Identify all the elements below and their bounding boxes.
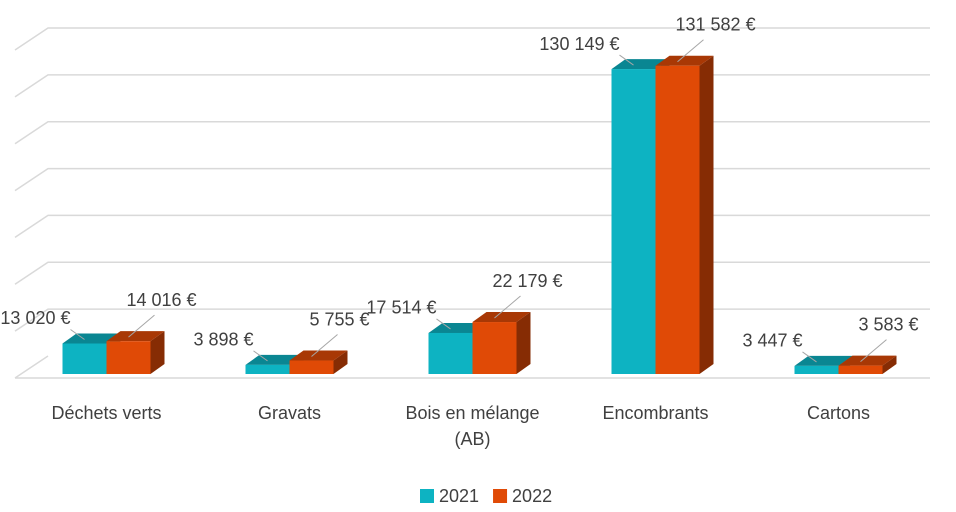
- bar-top: [289, 350, 348, 361]
- data-label: 17 514 €: [366, 298, 436, 318]
- grid-line: [14, 120, 930, 145]
- data-label: 5 755 €: [310, 309, 370, 329]
- data-label: 3 447 €: [742, 331, 802, 351]
- bar: [611, 69, 656, 375]
- leader-line: [311, 334, 338, 357]
- x-tick-label: Déchets verts: [51, 403, 162, 423]
- bar-top: [62, 333, 121, 344]
- legend-swatch: [493, 489, 508, 503]
- floor-line: [14, 355, 930, 379]
- bar-side: [516, 312, 531, 374]
- data-label: 13 020 €: [0, 308, 70, 328]
- leader-line: [860, 339, 887, 362]
- bar: [472, 322, 517, 374]
- bar-top: [472, 312, 531, 323]
- leader-line: [253, 350, 268, 362]
- grid-line: [14, 167, 930, 192]
- bar: [245, 364, 290, 374]
- bar-side: [333, 350, 348, 374]
- grid-line: [14, 214, 930, 239]
- legend-label: 2022: [512, 486, 552, 506]
- bar-top: [428, 322, 487, 333]
- grid-line: [14, 261, 930, 285]
- bar-side: [150, 331, 165, 374]
- leader-line: [677, 39, 704, 63]
- bar: [428, 332, 473, 374]
- x-tick-label: Encombrants: [602, 403, 709, 423]
- x-tick-label: Gravats: [257, 403, 322, 423]
- data-label: 130 149 €: [539, 34, 619, 54]
- bar: [62, 343, 107, 374]
- legend-swatch: [420, 489, 434, 503]
- bar-side: [699, 55, 714, 375]
- bar-top: [838, 355, 897, 366]
- data-label: 3 583 €: [859, 314, 919, 334]
- bar-top: [611, 59, 670, 70]
- bar: [289, 360, 334, 374]
- legend-label: 2021: [439, 486, 479, 506]
- bar-top: [655, 55, 714, 66]
- grid-line: [14, 74, 930, 98]
- bar: [106, 341, 151, 374]
- data-label: 131 582 €: [676, 14, 756, 34]
- bar-top: [794, 355, 853, 366]
- bar-top: [245, 354, 304, 365]
- data-label: 3 898 €: [193, 330, 253, 350]
- leader-line: [128, 314, 155, 338]
- grid-line: [14, 27, 930, 51]
- bar-top: [106, 331, 165, 342]
- bar-side: [882, 355, 897, 374]
- bar: [655, 65, 700, 374]
- x-tick-label: Bois en mélange (AB): [405, 403, 540, 449]
- bar: [838, 365, 883, 374]
- leader-line: [70, 329, 85, 340]
- bar: [794, 365, 839, 374]
- x-tick-label: Cartons: [806, 403, 871, 423]
- data-label: 22 179 €: [493, 271, 563, 291]
- leader-line: [802, 351, 817, 363]
- leader-line: [494, 295, 521, 319]
- leader-line: [619, 54, 634, 66]
- data-label: 14 016 €: [127, 290, 197, 310]
- leader-line: [436, 318, 451, 330]
